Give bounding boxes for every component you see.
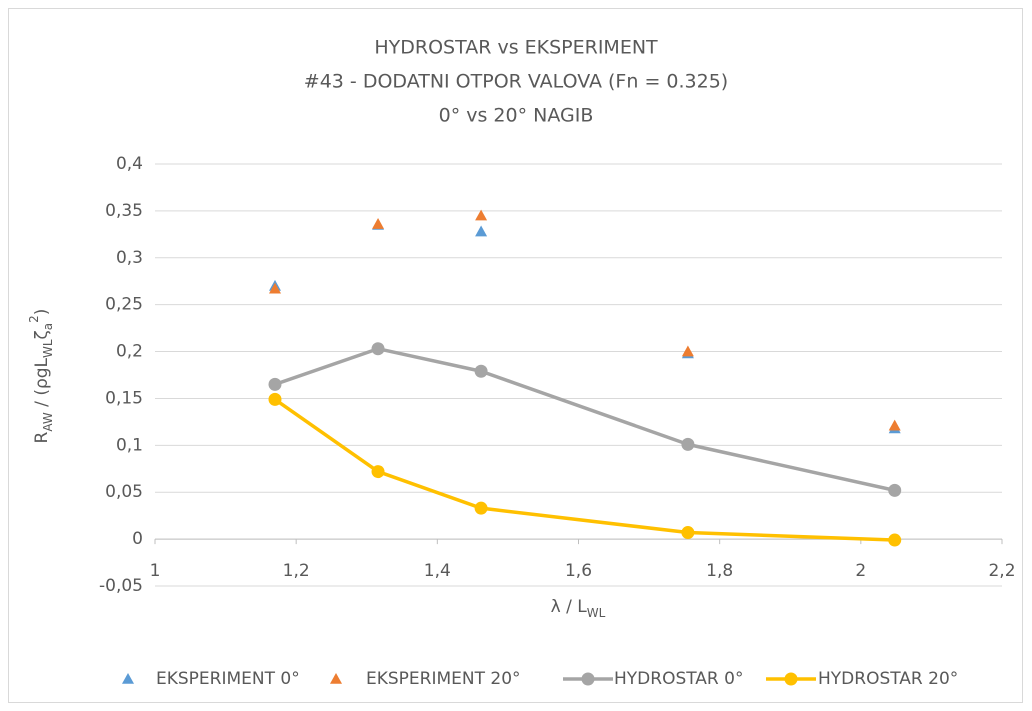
point bbox=[888, 483, 902, 497]
y-tick-label: 0,05 bbox=[105, 482, 143, 502]
point bbox=[888, 419, 901, 431]
y-axis-label: RAW / (ρgLWLζa2) bbox=[27, 309, 55, 444]
x-tick-label: 1,2 bbox=[283, 561, 310, 581]
point bbox=[474, 364, 488, 378]
x-tick-label: 2 bbox=[855, 561, 866, 581]
point bbox=[371, 465, 385, 479]
y-tick-label: 0,35 bbox=[105, 201, 143, 221]
point bbox=[371, 342, 385, 356]
x-tick-label: 1,8 bbox=[706, 561, 733, 581]
x-tick-label: 1,6 bbox=[565, 561, 592, 581]
point bbox=[268, 392, 282, 406]
chart-title: 0° vs 20° NAGIB bbox=[439, 105, 594, 127]
y-tick-label: 0,4 bbox=[116, 154, 143, 174]
y-tick-label: 0,1 bbox=[116, 435, 143, 455]
x-tick-label: 1,4 bbox=[424, 561, 451, 581]
legend-label: HYDROSTAR 0° bbox=[614, 669, 743, 689]
legend-marker bbox=[122, 673, 134, 684]
legend-label: EKSPERIMENT 0° bbox=[156, 669, 300, 689]
legend-label: HYDROSTAR 20° bbox=[818, 669, 958, 689]
point bbox=[268, 377, 282, 391]
chart-border bbox=[8, 8, 1023, 703]
point bbox=[681, 345, 694, 357]
x-axis-label: λ / LWL bbox=[551, 597, 606, 620]
legend-marker bbox=[330, 673, 342, 684]
y-tick-label: 0,15 bbox=[105, 388, 143, 408]
point bbox=[681, 526, 695, 540]
x-tick-label: 1 bbox=[150, 561, 161, 581]
y-tick-label: 0,3 bbox=[116, 248, 143, 268]
chart-title: HYDROSTAR vs EKSPERIMENT bbox=[374, 37, 658, 59]
point bbox=[475, 225, 488, 237]
point bbox=[372, 218, 385, 229]
chart-title: #43 - DODATNI OTPOR VALOVA (Fn = 0.325) bbox=[304, 71, 728, 93]
y-tick-label: -0,05 bbox=[99, 576, 143, 596]
point bbox=[474, 501, 488, 515]
x-tick-label: 2,2 bbox=[988, 561, 1015, 581]
point bbox=[268, 282, 281, 294]
y-tick-label: 0,2 bbox=[116, 342, 143, 362]
legend-marker bbox=[784, 672, 798, 686]
legend-marker bbox=[581, 672, 595, 686]
legend-label: EKSPERIMENT 20° bbox=[366, 669, 521, 689]
point bbox=[475, 209, 488, 221]
y-tick-label: 0 bbox=[132, 529, 143, 549]
point bbox=[888, 533, 902, 547]
point bbox=[681, 437, 695, 451]
y-tick-label: 0,25 bbox=[105, 295, 143, 315]
